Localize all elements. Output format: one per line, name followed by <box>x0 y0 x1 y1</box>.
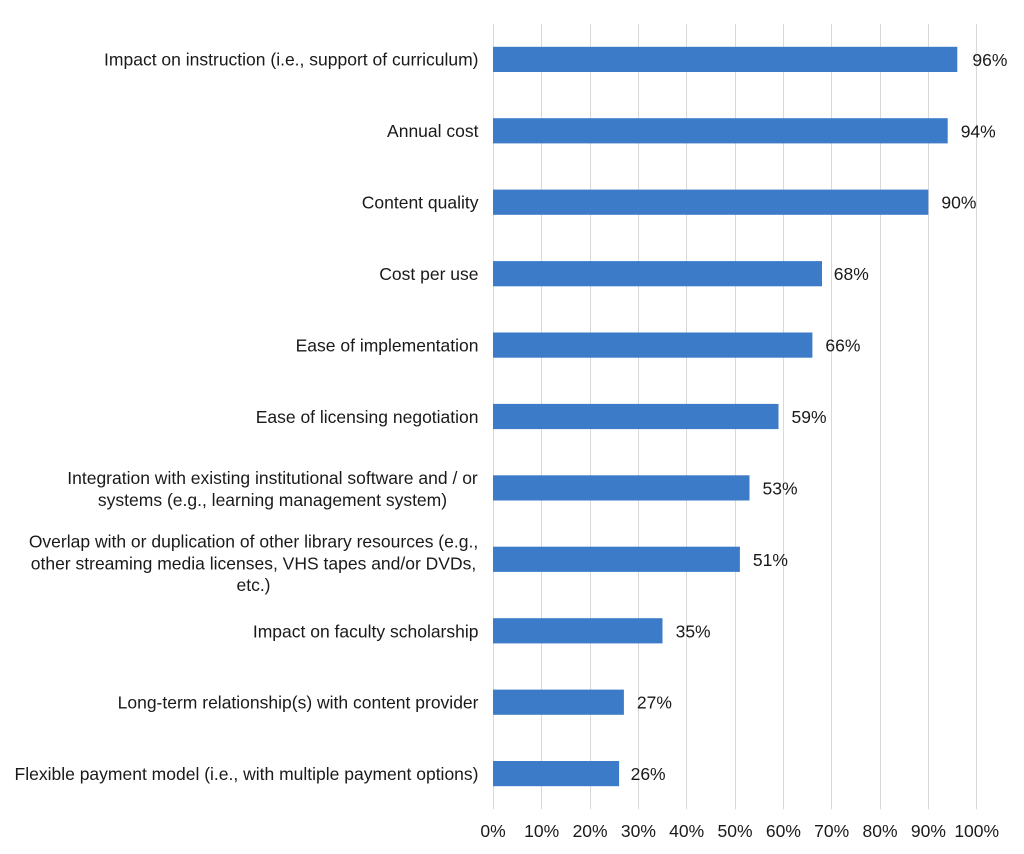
svg-text:10%: 10% <box>524 821 559 841</box>
svg-text:20%: 20% <box>573 821 608 841</box>
svg-text:90%: 90% <box>911 821 946 841</box>
svg-text:etc.): etc.) <box>236 575 270 595</box>
svg-text:Long-term relationship(s) with: Long-term relationship(s) with content p… <box>118 693 479 713</box>
svg-text:51%: 51% <box>753 550 788 570</box>
svg-text:70%: 70% <box>814 821 849 841</box>
svg-text:other streaming media licenses: other streaming media licenses, VHS tape… <box>31 553 476 573</box>
svg-text:Integration with existing inst: Integration with existing institutional … <box>67 468 478 488</box>
svg-text:90%: 90% <box>941 193 976 213</box>
svg-text:40%: 40% <box>669 821 704 841</box>
svg-text:Ease of implementation: Ease of implementation <box>296 336 479 356</box>
svg-text:30%: 30% <box>621 821 656 841</box>
svg-text:100%: 100% <box>954 821 999 841</box>
svg-text:Content quality: Content quality <box>362 193 479 213</box>
svg-text:26%: 26% <box>631 764 666 784</box>
svg-text:35%: 35% <box>676 621 711 641</box>
svg-text:Impact on instruction (i.e., s: Impact on instruction (i.e., support of … <box>104 50 478 70</box>
svg-text:Overlap with or duplication of: Overlap with or duplication of other lib… <box>29 531 478 551</box>
svg-text:27%: 27% <box>637 693 672 713</box>
svg-text:50%: 50% <box>717 821 752 841</box>
svg-text:53%: 53% <box>763 478 798 498</box>
svg-text:80%: 80% <box>862 821 897 841</box>
svg-text:59%: 59% <box>792 407 827 427</box>
svg-text:68%: 68% <box>834 264 869 284</box>
svg-text:Ease of licensing negotiation: Ease of licensing negotiation <box>256 407 479 427</box>
svg-text:Annual cost: Annual cost <box>387 121 479 141</box>
svg-text:Impact on faculty scholarship: Impact on faculty scholarship <box>253 621 479 641</box>
svg-text:60%: 60% <box>766 821 801 841</box>
svg-text:96%: 96% <box>972 50 1007 70</box>
svg-text:66%: 66% <box>825 336 860 356</box>
svg-text:Flexible payment model (i.e.,: Flexible payment model (i.e., with multi… <box>15 764 479 784</box>
svg-text:systems (e.g., learning manage: systems (e.g., learning management syste… <box>98 490 447 510</box>
svg-text:Cost per use: Cost per use <box>379 264 478 284</box>
svg-text:0%: 0% <box>480 821 505 841</box>
svg-text:94%: 94% <box>961 121 996 141</box>
